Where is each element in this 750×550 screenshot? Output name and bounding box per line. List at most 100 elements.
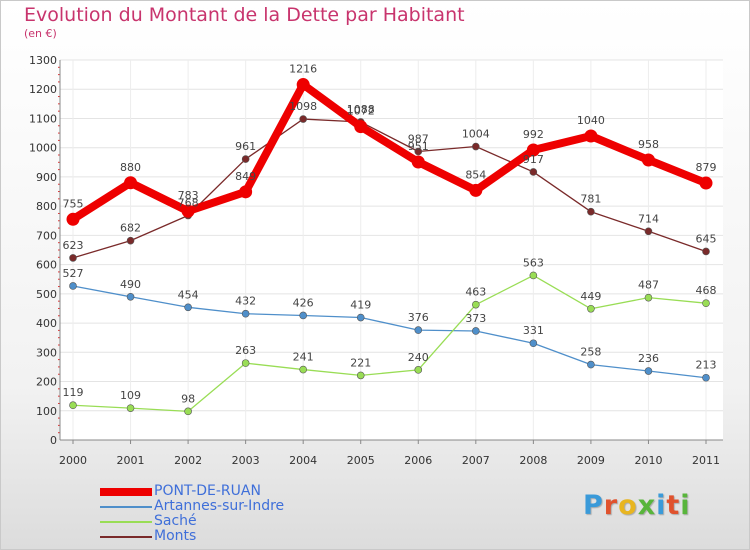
y-tick-label: 600 (36, 259, 57, 272)
data-point (587, 360, 595, 369)
data-label: 783 (178, 189, 199, 202)
data-point (124, 176, 138, 190)
data-label: 419 (350, 299, 371, 312)
data-label: 951 (408, 140, 429, 153)
y-tick-label: 300 (36, 346, 57, 359)
data-label: 487 (638, 279, 659, 292)
series-line-pont-de-ruan (69, 80, 710, 224)
y-tick-label: 800 (36, 200, 57, 213)
data-point (181, 204, 195, 218)
data-point (239, 185, 253, 199)
legend-label: Saché (154, 513, 197, 529)
data-point (126, 404, 135, 412)
data-label: 714 (638, 212, 659, 225)
data-point (584, 129, 598, 143)
data-point (356, 371, 365, 380)
data-point (587, 304, 595, 313)
data-label: 432 (235, 295, 256, 308)
data-point (184, 407, 192, 416)
data-point (414, 366, 423, 374)
legend-swatch (100, 520, 152, 523)
data-label: 879 (696, 161, 717, 174)
data-point (644, 227, 653, 236)
legend-swatch (100, 535, 152, 538)
data-point (529, 168, 538, 176)
data-label: 768 (178, 197, 199, 210)
y-tick-label: 700 (36, 229, 57, 242)
y-tick-label: 0 (50, 434, 57, 447)
x-tick-label: 2004 (289, 454, 317, 467)
data-point (354, 120, 368, 134)
data-label: 682 (120, 222, 141, 235)
data-point (644, 367, 653, 375)
y-tick-label: 200 (36, 376, 57, 389)
x-tick-label: 2010 (634, 454, 662, 467)
data-point (241, 309, 250, 318)
data-label: 623 (63, 239, 84, 252)
data-label: 854 (465, 168, 486, 181)
data-label: 109 (120, 389, 141, 402)
data-point (699, 176, 713, 190)
data-point (241, 155, 250, 163)
data-point (702, 299, 710, 308)
data-label: 917 (523, 153, 544, 166)
data-label: 98 (181, 392, 195, 405)
data-point (644, 293, 653, 302)
data-point (356, 313, 365, 322)
series-line-monts (72, 118, 707, 259)
data-label: 240 (408, 351, 429, 364)
data-point (414, 147, 423, 156)
data-label: 755 (63, 197, 84, 210)
data-point (69, 282, 77, 290)
data-point (702, 247, 710, 256)
data-label: 449 (580, 290, 601, 303)
data-label: 958 (638, 138, 659, 151)
data-label: 221 (350, 356, 371, 369)
series-line-artannes-sur-indre (72, 285, 707, 379)
proxiti-logo: Proxiti (583, 490, 691, 521)
data-point (296, 78, 310, 92)
y-tick-label: 1200 (29, 83, 57, 96)
data-label: 1088 (347, 103, 375, 116)
data-label: 880 (120, 161, 141, 174)
data-label: 781 (580, 193, 601, 206)
data-label: 426 (293, 296, 314, 309)
x-tick-label: 2006 (404, 454, 432, 467)
data-point (472, 300, 480, 309)
legend-item: PONT-DE-RUAN (100, 484, 360, 499)
y-tick-label: 1000 (29, 142, 57, 155)
data-label: 490 (120, 278, 141, 291)
data-label: 213 (696, 359, 717, 372)
data-point (411, 155, 425, 169)
data-point (69, 401, 77, 410)
data-label: 454 (178, 288, 199, 301)
data-label: 241 (293, 351, 314, 364)
x-tick-label: 2005 (347, 454, 375, 467)
data-label: 236 (638, 352, 659, 365)
data-point (66, 212, 80, 226)
data-point (526, 143, 540, 157)
data-point (126, 236, 135, 245)
data-point (299, 115, 307, 123)
data-label: 331 (523, 324, 544, 337)
data-label: 1004 (462, 128, 490, 141)
data-point (299, 311, 307, 320)
legend-item: Artannes-sur-Indre (100, 499, 360, 514)
y-tick-label: 1300 (29, 54, 57, 67)
x-tick-label: 2009 (577, 454, 605, 467)
data-label: 645 (696, 232, 717, 245)
data-label: 527 (63, 267, 84, 280)
legend-item: Monts (100, 529, 360, 544)
data-point (69, 254, 77, 262)
x-tick-label: 2003 (232, 454, 260, 467)
data-point (241, 359, 250, 367)
data-label: 961 (235, 140, 256, 153)
data-label: 376 (408, 311, 429, 324)
data-label: 987 (408, 132, 429, 145)
data-label: 1072 (347, 105, 375, 118)
data-label: 119 (63, 386, 84, 399)
data-label: 463 (465, 286, 486, 299)
data-label: 563 (523, 256, 544, 269)
data-label: 1098 (289, 100, 317, 113)
